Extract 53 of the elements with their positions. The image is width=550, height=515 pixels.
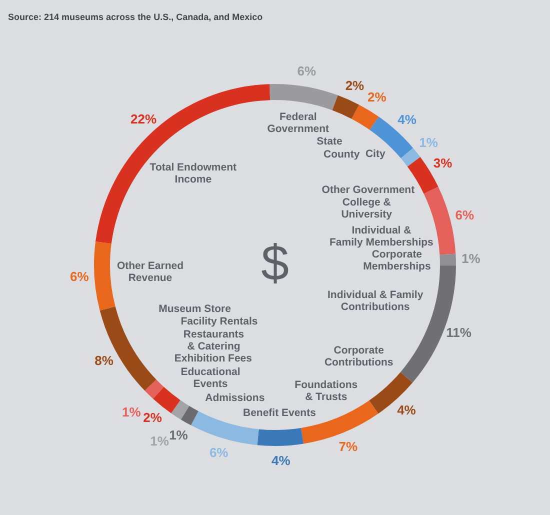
data-label: 2%	[368, 90, 387, 105]
slice-label: Corporate Memberships	[363, 248, 431, 272]
slice-label: Other Earned Revenue	[116, 260, 184, 284]
donut-slice	[257, 428, 304, 446]
donut-slice	[153, 386, 180, 414]
slice-label: Benefit Events	[243, 406, 316, 419]
donut-slice	[94, 241, 116, 311]
slice-label: Museum Store	[158, 302, 232, 315]
donut-slice	[400, 148, 420, 167]
data-label: 8%	[94, 352, 114, 368]
slice-label: Educational Events	[180, 366, 240, 390]
donut-slice	[332, 95, 360, 119]
slice-label: Admissions	[205, 392, 265, 404]
slice-label: County	[323, 148, 360, 161]
slice-label: Other Government	[322, 184, 416, 196]
slice-label: City	[365, 148, 386, 160]
data-label: 6%	[297, 64, 317, 79]
data-label: 6%	[70, 269, 90, 284]
slice-label: College & University	[341, 196, 392, 221]
data-label: 6%	[455, 208, 475, 223]
data-label: 4%	[398, 112, 417, 128]
source-note: Source: 214 museums across the U.S., Canada, and Mexico	[8, 12, 264, 22]
donut-slice	[270, 84, 338, 110]
donut-slice	[171, 400, 190, 420]
slice-label: State	[316, 136, 342, 148]
data-label: 1%	[462, 251, 481, 266]
data-label: 7%	[338, 438, 358, 454]
slice-label: Individual & Family Contributions	[327, 289, 424, 314]
text: $	[261, 235, 289, 291]
data-label: 4%	[397, 402, 416, 418]
data-label: 1%	[419, 135, 438, 150]
data-label: 2%	[143, 410, 162, 425]
slice-label: Corporate Contributions	[324, 344, 394, 369]
slice-label: Federal Government	[267, 110, 330, 135]
data-label: 3%	[433, 156, 453, 171]
slice-label: Total Endowment Income	[150, 162, 238, 186]
donut-slice	[180, 406, 198, 426]
slice-label: Facility Rentals	[180, 315, 258, 328]
data-label: 11%	[446, 325, 472, 340]
data-label: 4%	[271, 452, 291, 468]
donut-slice	[352, 104, 379, 130]
data-label: 6%	[209, 444, 229, 460]
slice-label: Restaurants & Catering	[183, 328, 244, 352]
slice-label: Exhibition Fees	[174, 352, 252, 365]
slice-label: Individual & Family Memberships	[330, 224, 434, 248]
data-label: 2%	[345, 78, 365, 93]
donut-slice	[440, 254, 456, 266]
donut-slice	[144, 380, 164, 399]
data-label: 1%	[150, 434, 170, 449]
data-label: 1%	[122, 404, 142, 420]
data-label: 22%	[130, 112, 157, 127]
slice-label: Foundations & Trusts	[294, 379, 358, 404]
data-label: 1%	[169, 428, 188, 443]
